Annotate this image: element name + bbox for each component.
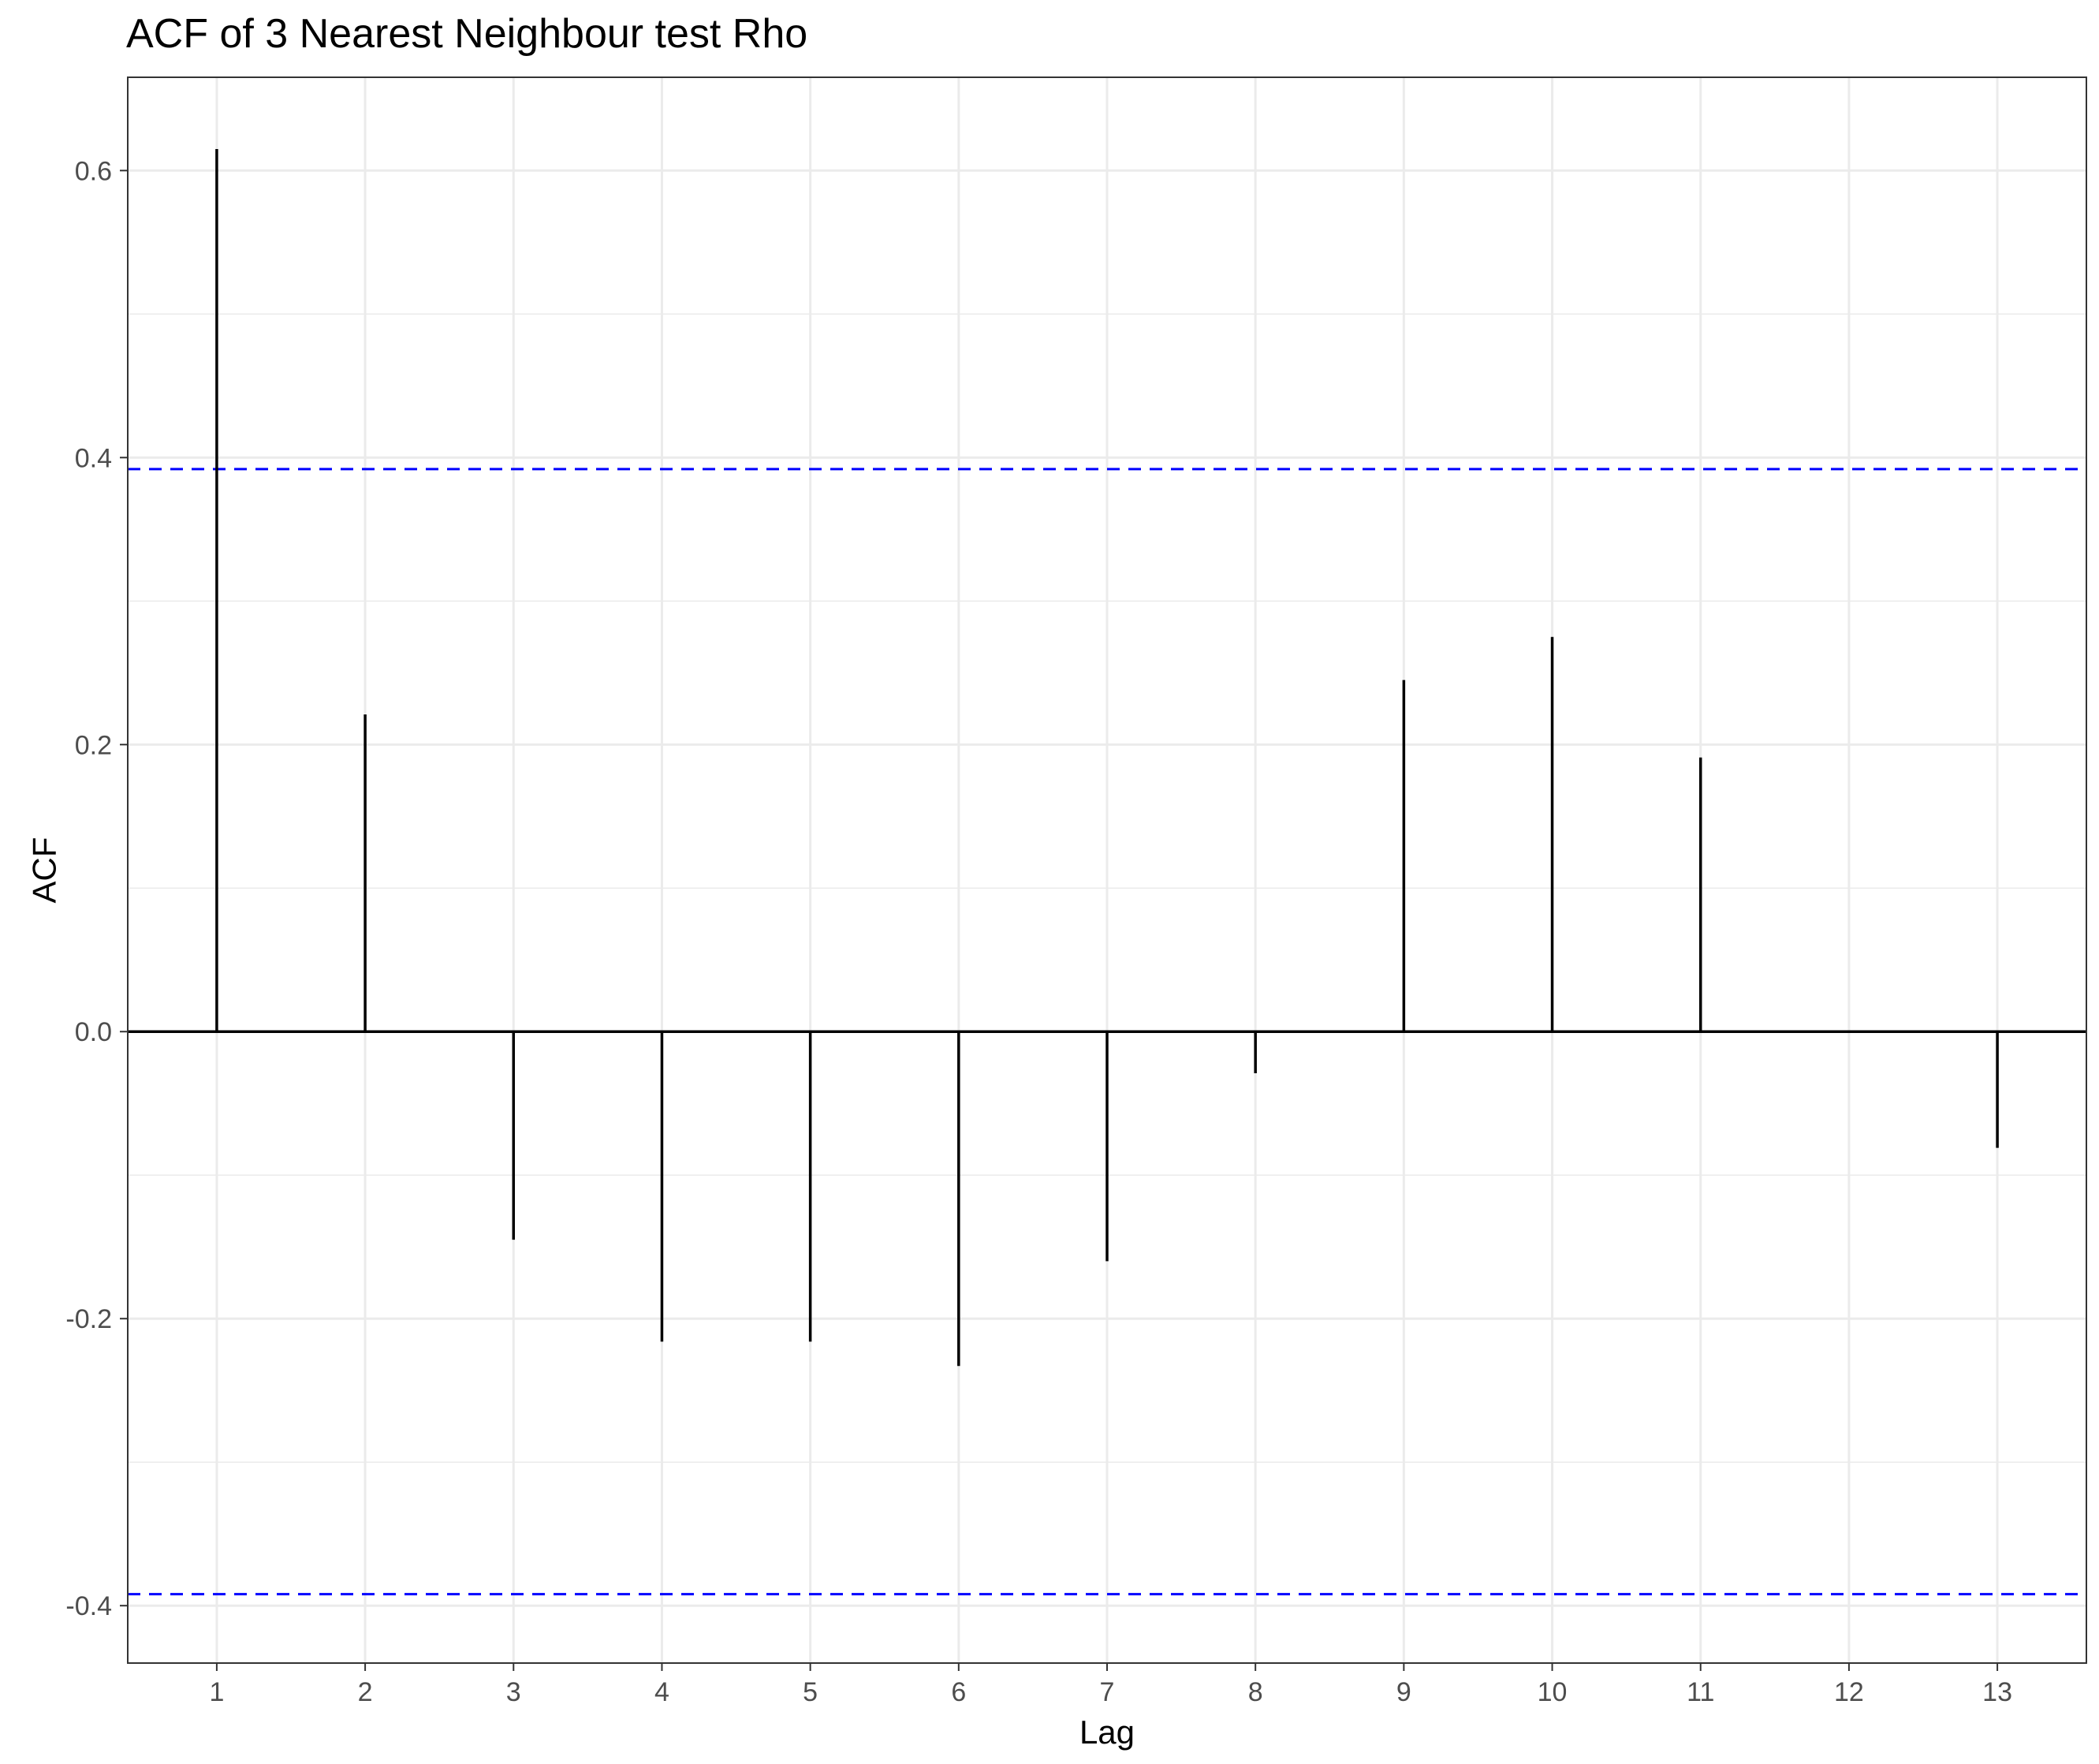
chart-title: ACF of 3 Nearest Neighbour test Rho <box>126 11 808 57</box>
y-tick-label: 0.0 <box>75 1017 112 1047</box>
confidence-bounds <box>128 468 2086 1596</box>
acf-bars <box>128 148 2086 1367</box>
x-tick-label: 6 <box>951 1677 966 1707</box>
x-tick-label: 3 <box>506 1677 521 1707</box>
y-tick-label: 0.6 <box>75 156 112 186</box>
x-tick-label: 2 <box>358 1677 373 1707</box>
y-axis-ticks: -0.4 -0.2 0.0 0.2 0.4 0.6 <box>65 156 128 1621</box>
x-tick-label: 5 <box>803 1677 818 1707</box>
y-tick-label: -0.4 <box>65 1591 112 1621</box>
x-tick-label: 7 <box>1100 1677 1115 1707</box>
y-tick-label: 0.2 <box>75 730 112 760</box>
grid-layer <box>128 77 2086 1663</box>
x-tick-label: 12 <box>1834 1677 1864 1707</box>
x-tick-label: 10 <box>1538 1677 1568 1707</box>
x-axis-title: Lag <box>1079 1714 1135 1751</box>
y-axis-title: ACF <box>26 837 63 904</box>
x-tick-label: 11 <box>1687 1677 1714 1707</box>
x-tick-label: 1 <box>209 1677 224 1707</box>
x-axis-ticks: 1 2 3 4 5 6 7 8 9 10 11 12 13 <box>209 1663 2012 1707</box>
y-tick-label: -0.2 <box>65 1304 112 1334</box>
x-tick-label: 9 <box>1396 1677 1411 1707</box>
x-tick-label: 8 <box>1248 1677 1263 1707</box>
x-tick-label: 4 <box>654 1677 669 1707</box>
y-tick-label: 0.4 <box>75 443 112 473</box>
x-tick-label: 13 <box>1982 1677 2012 1707</box>
